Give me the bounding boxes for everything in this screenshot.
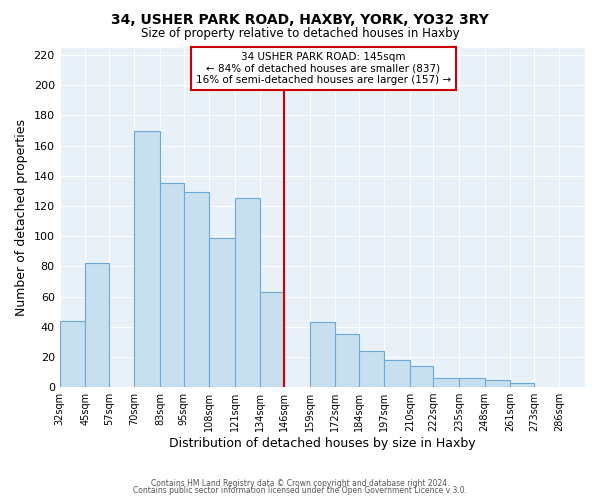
Bar <box>510 382 534 387</box>
Bar <box>433 378 459 387</box>
Text: Contains HM Land Registry data © Crown copyright and database right 2024.: Contains HM Land Registry data © Crown c… <box>151 478 449 488</box>
Bar <box>459 378 485 387</box>
Bar <box>134 130 160 387</box>
Bar <box>85 264 109 387</box>
Bar <box>160 184 184 387</box>
Text: Contains public sector information licensed under the Open Government Licence v : Contains public sector information licen… <box>133 486 467 495</box>
Bar <box>310 322 335 387</box>
Bar <box>385 360 410 387</box>
Bar <box>209 238 235 387</box>
Bar <box>260 292 284 387</box>
Bar <box>235 198 260 387</box>
Y-axis label: Number of detached properties: Number of detached properties <box>15 119 28 316</box>
Text: 34 USHER PARK ROAD: 145sqm
← 84% of detached houses are smaller (837)
16% of sem: 34 USHER PARK ROAD: 145sqm ← 84% of deta… <box>196 52 451 85</box>
Text: 34, USHER PARK ROAD, HAXBY, YORK, YO32 3RY: 34, USHER PARK ROAD, HAXBY, YORK, YO32 3… <box>111 12 489 26</box>
X-axis label: Distribution of detached houses by size in Haxby: Distribution of detached houses by size … <box>169 437 476 450</box>
Bar <box>335 334 359 387</box>
Bar <box>485 380 510 387</box>
Bar <box>359 351 385 387</box>
Text: Size of property relative to detached houses in Haxby: Size of property relative to detached ho… <box>140 28 460 40</box>
Bar <box>410 366 433 387</box>
Bar <box>184 192 209 387</box>
Bar <box>59 320 85 387</box>
